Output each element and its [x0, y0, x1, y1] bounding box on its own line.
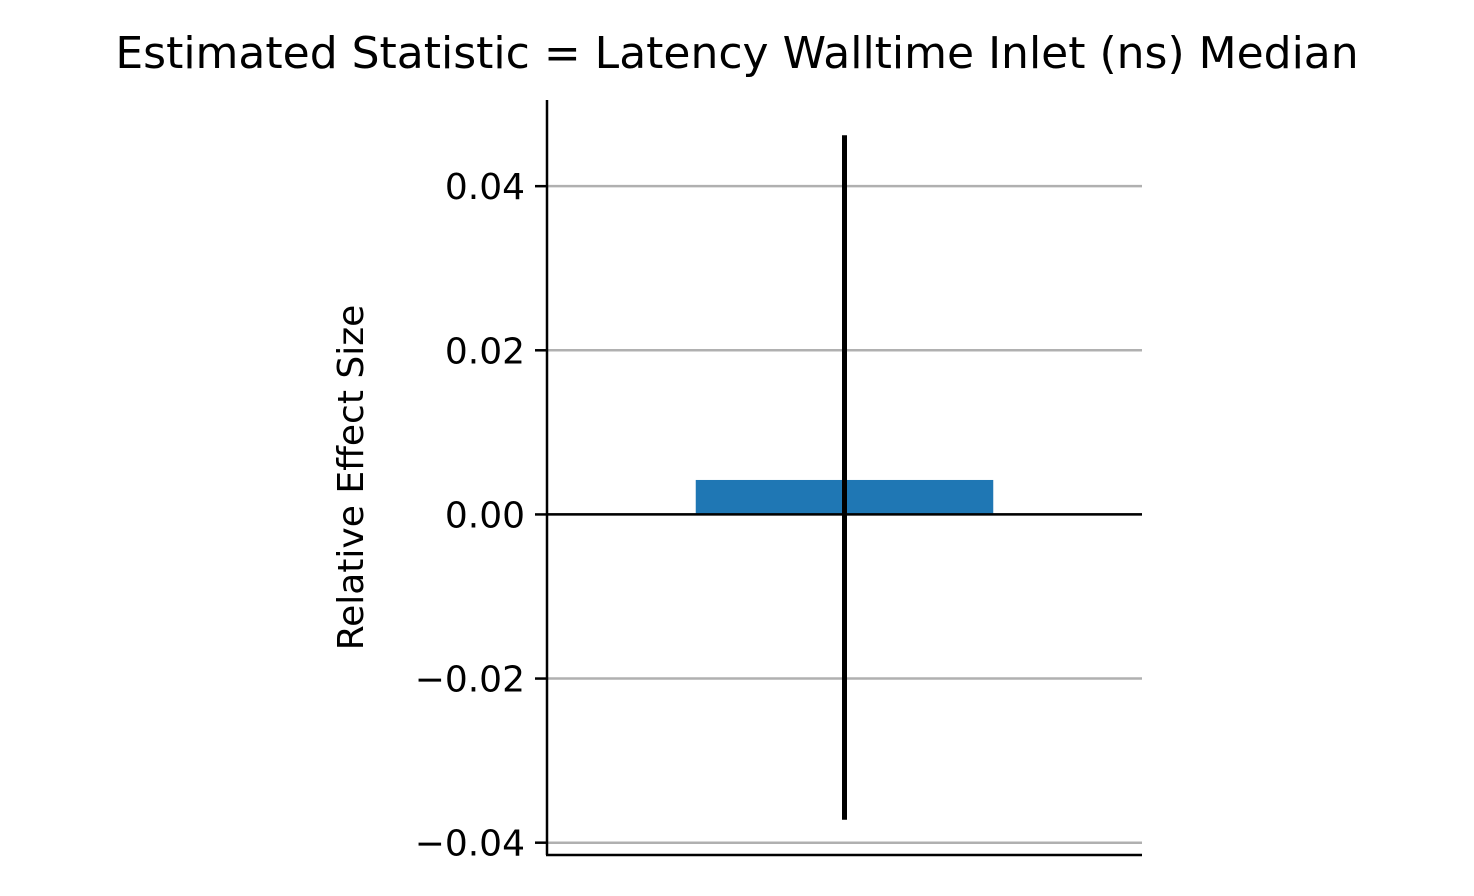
- y-axis-ticks: −0.04 −0.02 0.00 0.02 0.04: [415, 167, 547, 865]
- y-tick-label: 0.04: [445, 167, 525, 208]
- y-tick-label: −0.02: [415, 660, 525, 701]
- chart-title: Estimated Statistic = Latency Walltime I…: [115, 28, 1358, 79]
- y-tick-label: 0.00: [445, 495, 525, 536]
- y-tick-label: −0.04: [415, 824, 525, 865]
- y-tick-label: 0.02: [445, 331, 525, 372]
- y-axis-label: Relative Effect Size: [331, 305, 372, 651]
